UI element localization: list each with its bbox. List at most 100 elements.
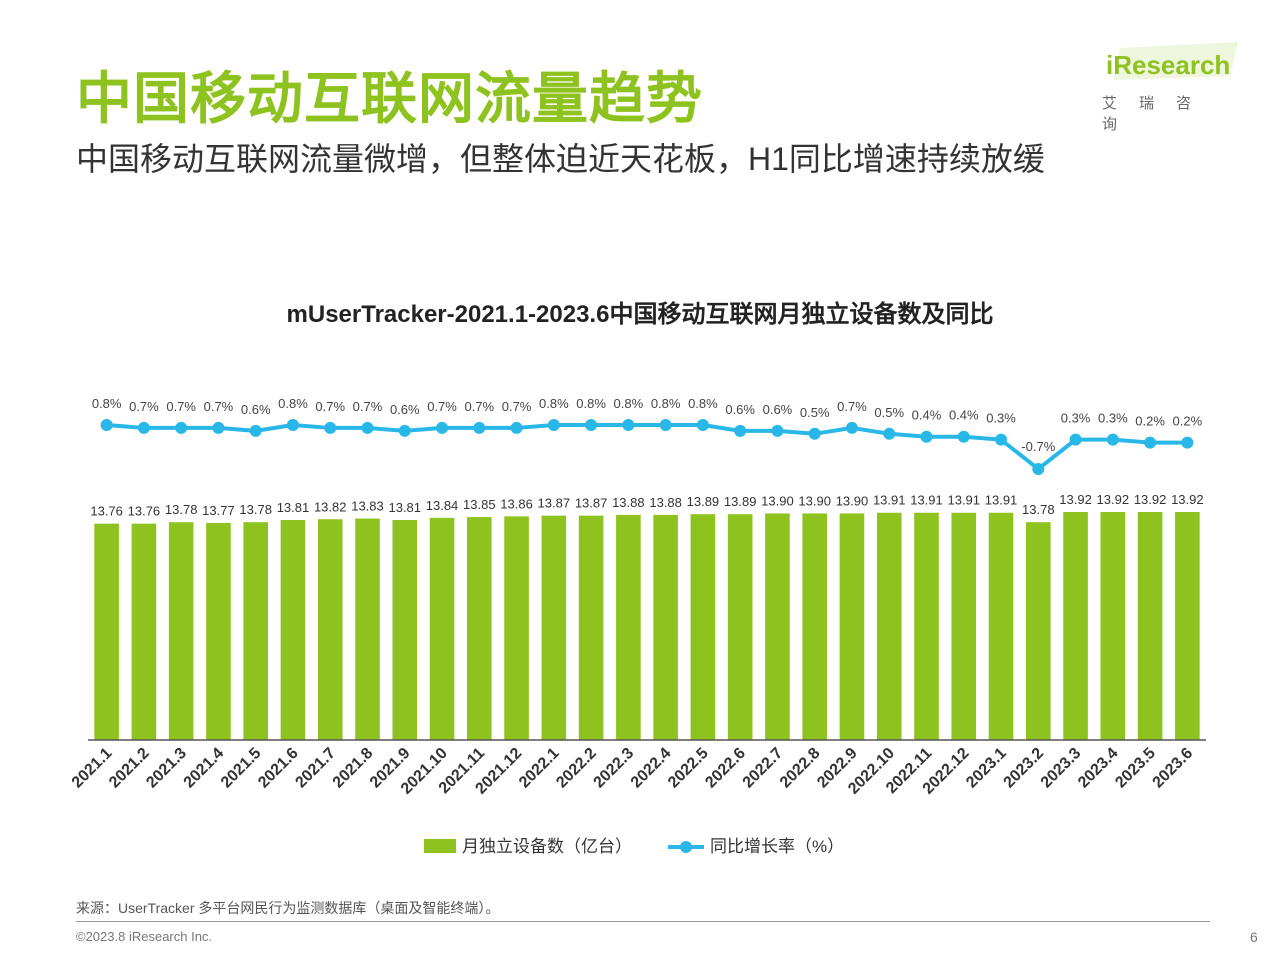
growth-point-2021.4 [212,421,225,434]
growth-value-label: 0.3% [1061,411,1091,426]
growth-value-label: 0.7% [315,399,345,414]
bar-value-label: 13.90 [836,493,869,508]
x-tick-label: 2021.7 [292,745,339,792]
line-layer [100,419,1194,475]
x-tick-label: 2022.6 [702,745,749,792]
growth-point-2021.7 [324,421,337,434]
iresearch-logo: iResearch 艾瑞咨询 [1098,42,1248,133]
growth-point-2023.1 [995,433,1008,446]
x-tick-label: 2021.8 [330,745,377,792]
bar-value-label: 13.90 [761,493,794,508]
growth-value-label: 0.2% [1135,414,1165,429]
growth-point-2022.9 [845,421,858,434]
bar-value-label: 13.88 [649,495,682,510]
bar-value-label: 13.81 [388,500,421,515]
bar-2021.5 [243,522,268,740]
growth-value-label: 0.7% [204,399,234,414]
bar-2022.5 [690,514,716,740]
growth-point-2022.11 [920,430,933,443]
growth-point-2021.6 [286,419,299,431]
growth-value-label: 0.6% [241,402,271,417]
growth-point-2022.5 [696,419,709,431]
page-number: 6 [1250,929,1258,945]
growth-point-2022.4 [659,419,672,431]
bar-2022.8 [802,513,827,740]
bar-2021.2 [131,523,157,740]
bar-value-label: 13.81 [277,500,310,515]
growth-value-label: 0.7% [464,399,494,414]
bar-2023.1 [988,512,1014,740]
bar-2022.10 [876,512,902,740]
x-tick-label: 2022.2 [553,745,600,792]
bar-2021.3 [168,522,194,740]
growth-point-2022.7 [771,424,784,437]
growth-point-2023.3 [1069,433,1082,446]
growth-value-label: 0.3% [1098,411,1128,426]
bar-value-label: 13.77 [202,503,235,518]
bar-2023.3 [1063,512,1088,740]
growth-point-2023.2 [1032,463,1045,475]
growth-value-label: 0.6% [390,402,420,417]
bars-layer [94,512,1200,740]
x-tick-label: 2021.3 [143,745,190,792]
growth-value-label: 0.7% [837,399,867,414]
growth-value-label: 0.7% [502,399,532,414]
bar-2022.12 [951,512,977,740]
growth-point-2021.11 [473,421,486,434]
x-tick-label: 2021.5 [218,745,265,792]
bar-value-label: 13.87 [575,496,608,511]
bar-value-label: 13.92 [1134,492,1167,507]
growth-point-2021.3 [175,421,188,434]
bar-2022.11 [914,512,939,740]
bar-2022.7 [765,513,790,740]
growth-value-label: 0.8% [688,396,718,411]
growth-value-label: 0.8% [614,396,644,411]
axis-layer: 2021.12021.22021.32021.42021.52021.62021… [69,739,1206,798]
growth-value-label: 0.8% [539,396,569,411]
x-tick-label: 2022.7 [740,745,787,792]
growth-point-2021.12 [510,421,523,434]
growth-value-label: 0.4% [949,408,979,423]
growth-point-2021.10 [436,421,449,434]
growth-point-2023.4 [1106,433,1119,446]
bar-2022.9 [839,513,865,740]
bar-2021.12 [504,516,529,740]
bar-value-label: 13.86 [500,496,533,511]
growth-value-label: 0.6% [763,402,793,417]
bar-value-label: 13.85 [463,497,496,512]
bar-value-label: 13.90 [798,493,831,508]
chart-title: mUserTracker-2021.1-2023.6中国移动互联网月独立设备数及… [286,301,994,328]
growth-point-2021.9 [398,424,411,437]
bar-2021.7 [317,519,343,740]
bar-2023.4 [1100,512,1126,740]
growth-value-label: 0.7% [427,399,457,414]
growth-point-2021.5 [249,424,262,437]
bar-value-label: 13.82 [314,499,347,514]
copyright-text: ©2023.8 iResearch Inc. [76,929,213,944]
growth-value-label: 0.8% [576,396,606,411]
bar-value-label: 13.92 [1171,492,1204,507]
growth-value-label: 0.7% [129,399,159,414]
growth-point-2022.12 [957,430,970,443]
bar-value-label: 13.78 [239,502,272,517]
x-tick-label: 2023.2 [1001,745,1048,792]
x-tick-label: 2022.3 [591,745,638,792]
x-tick-label: 2022.8 [777,745,824,792]
x-tick-label: 2021.6 [255,745,302,792]
page-title: 中国移动互联网流量趋势 [76,67,703,130]
bar-value-label: 13.83 [351,499,384,514]
growth-line [106,422,1188,472]
bar-value-label: 13.78 [1022,502,1055,517]
growth-point-2021.2 [137,421,150,434]
bar-value-label: 13.92 [1059,492,1092,507]
bar-2023.2 [1026,522,1051,740]
legend-layer: 月独立设备数（亿台） 同比增长率（%） [424,837,844,856]
bar-value-label: 13.78 [165,502,198,517]
bar-2021.1 [94,523,119,740]
labels-layer: 13.76 13.76 13.78 13.77 13.78 13.81 13.82 13.83… [90,396,1203,519]
bar-2022.4 [653,514,678,740]
logo-text: iResearch [1106,50,1231,80]
bar-2022.2 [578,515,604,740]
growth-value-label: 0.4% [912,408,942,423]
growth-point-2022.3 [622,419,635,431]
